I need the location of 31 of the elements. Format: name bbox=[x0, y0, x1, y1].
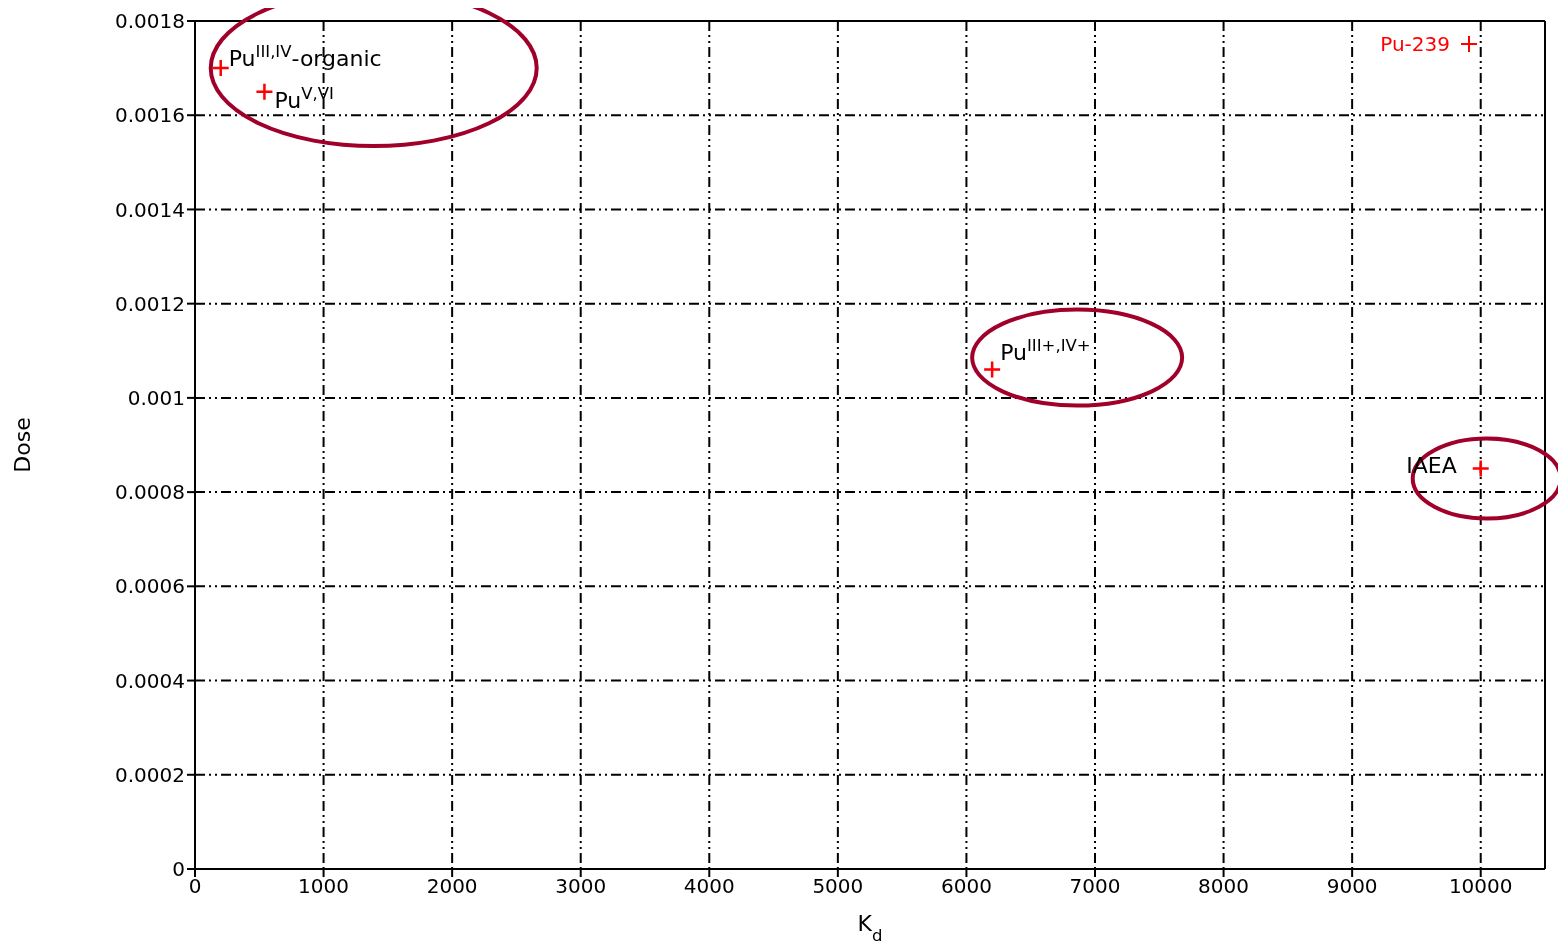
x-tick-label: 3000 bbox=[555, 874, 607, 899]
x-tick-label: 4000 bbox=[683, 874, 735, 899]
x-tick-label: 9000 bbox=[1326, 874, 1378, 899]
x-tick-label: 2000 bbox=[426, 874, 478, 899]
y-tick-label: 0.0002 bbox=[115, 762, 185, 787]
y-tick-label: 0 bbox=[172, 857, 185, 882]
annotation: Pu$^{V,VI}$ bbox=[274, 83, 334, 113]
x-axis-title: K$_{d}$ bbox=[857, 911, 883, 945]
x-tick-label: 8000 bbox=[1198, 874, 1250, 899]
x-tick-label: 6000 bbox=[940, 874, 992, 899]
y-tick-label: 0.0014 bbox=[115, 197, 185, 222]
legend-label: Pu-239 bbox=[1380, 32, 1450, 56]
point bbox=[211, 58, 230, 78]
y-axis-title: Dose bbox=[10, 417, 35, 473]
point bbox=[255, 82, 274, 101]
y-tick-label: 0.0016 bbox=[115, 103, 185, 128]
x-tick-label: 0 bbox=[188, 874, 202, 899]
y-tick-label: 0.0018 bbox=[115, 9, 185, 34]
annotation: Pu$^{III,IV}$-organic bbox=[228, 41, 382, 72]
y-tick-label: 0.001 bbox=[127, 385, 185, 410]
y-tick-label: 0.0008 bbox=[115, 480, 185, 505]
x-tick-label: 1000 bbox=[298, 874, 350, 899]
x-tick-label: 5000 bbox=[812, 874, 864, 899]
annotation: Pu$^{III+,IV+}$ bbox=[1000, 335, 1091, 365]
y-tick-label: 0.0006 bbox=[115, 574, 185, 599]
y-tick-label: 0.0012 bbox=[115, 291, 185, 316]
x-tick-label: 10000 bbox=[1448, 874, 1513, 899]
y-tick-label: 0.0004 bbox=[115, 668, 185, 693]
point bbox=[1471, 459, 1490, 478]
x-tick-label: 7000 bbox=[1069, 874, 1121, 899]
point bbox=[982, 360, 1002, 379]
